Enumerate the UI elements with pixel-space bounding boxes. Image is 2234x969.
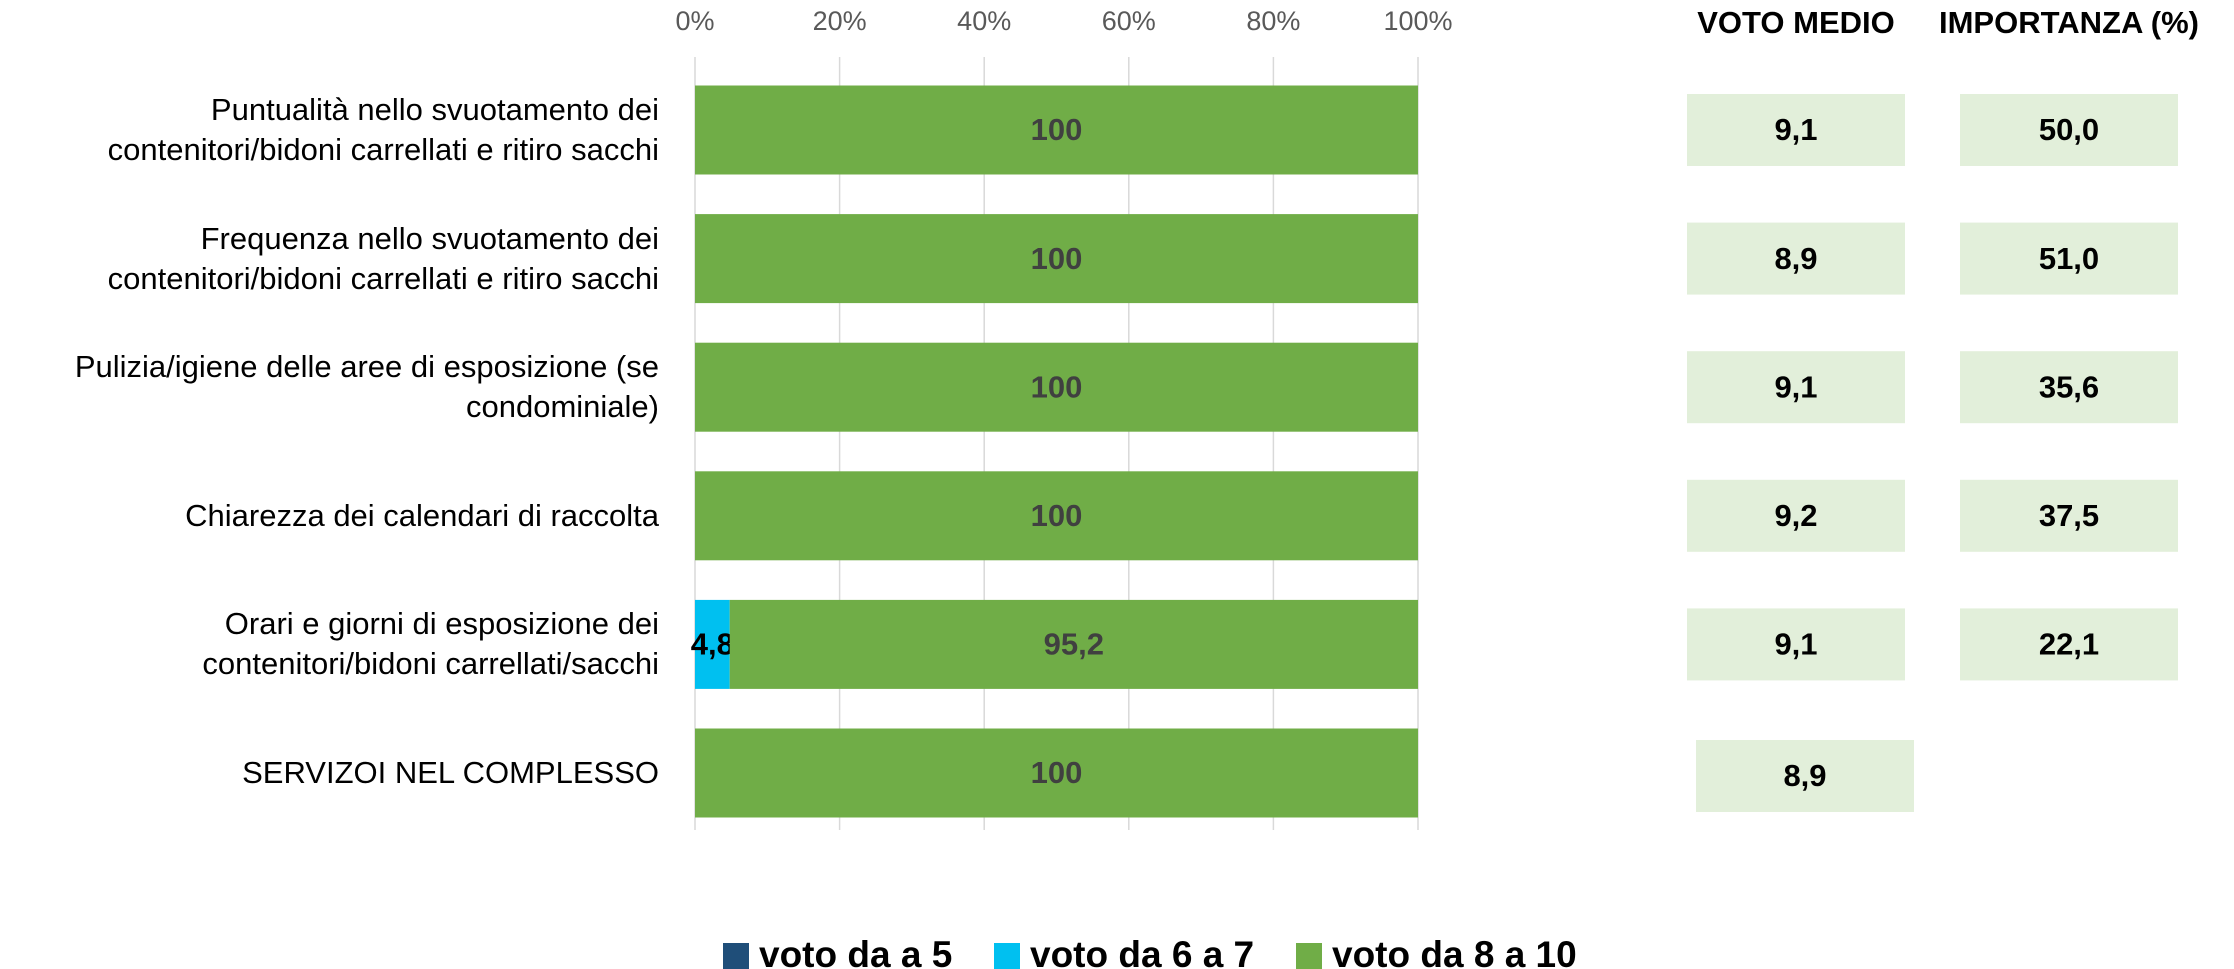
x-tick-label: 40% [957,6,1011,36]
legend-swatch [723,943,749,969]
value-box [1960,94,2178,166]
x-tick-label: 20% [813,6,867,36]
value-label: 9,1 [1774,627,1817,662]
category-label: SERVIZOI NEL COMPLESSO [242,755,659,790]
value-label: 9,1 [1774,112,1817,147]
legend-label: voto da a 5 [759,934,952,969]
legend-swatch [1296,943,1322,969]
value-box [1960,351,2178,424]
legend-label: voto da 6 a 7 [1030,934,1254,969]
data-label: 4,8 [691,627,734,662]
data-label: 100 [1031,112,1083,147]
legend-swatch [994,943,1020,969]
category-label: Puntualità nello svuotamento dei conteni… [107,92,659,167]
value-label: 9,2 [1774,498,1817,533]
category-label: Frequenza nello svuotamento dei contenit… [107,220,659,296]
value-label: 9,1 [1774,369,1817,404]
column-title: IMPORTANZA (%) [1939,5,2199,40]
data-label: 95,2 [1044,627,1104,662]
bar-segment [695,342,1418,432]
value-box [1696,740,1914,812]
x-tick-label: 100% [1383,6,1452,36]
bar-segment [695,214,1418,304]
bar-segment [695,599,730,689]
data-label: 100 [1031,498,1083,533]
value-label: 8,9 [1783,758,1826,793]
value-box [1687,94,1905,166]
value-label: 51,0 [2039,241,2099,276]
value-box [1687,479,1905,552]
value-label: 50,0 [2039,112,2099,147]
column-title: VOTO MEDIO [1697,5,1895,40]
category-label: Pulizia/igiene delle aree di esposizione… [74,349,659,425]
value-box [1960,479,2178,552]
value-label: 22,1 [2039,627,2099,662]
legend-label: voto da 8 a 10 [1332,934,1577,969]
x-tick-label: 80% [1246,6,1300,36]
data-label: 100 [1031,241,1083,276]
x-tick-label: 0% [675,6,714,36]
bar-segment [695,728,1418,818]
value-box [1960,222,2178,295]
value-label: 37,5 [2039,498,2099,533]
value-box [1687,608,1905,681]
bar-segment [695,85,1418,175]
data-label: 100 [1031,755,1083,790]
value-label: 8,9 [1774,241,1817,276]
category-label: Chiarezza dei calendari di raccolta [185,497,659,533]
value-label: 35,6 [2039,369,2099,404]
bar-segment [729,599,1418,689]
data-label: 100 [1031,369,1083,404]
value-box [1960,608,2178,681]
category-label: Orari e giorni di esposizione dei conten… [202,606,659,682]
x-tick-label: 60% [1102,6,1156,36]
value-box [1687,351,1905,424]
value-box [1687,222,1905,295]
bar-segment [695,471,1418,561]
